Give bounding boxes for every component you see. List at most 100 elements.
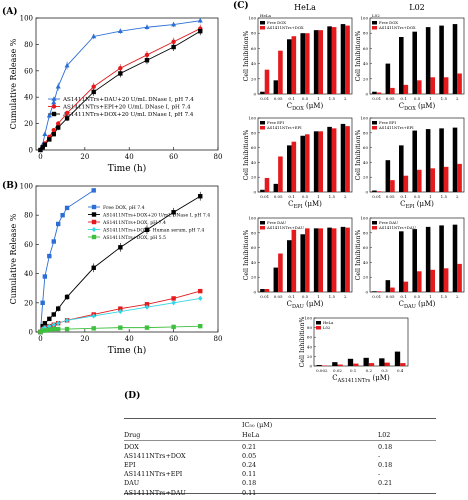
- x-tick-label: 0: [38, 153, 42, 161]
- bar: [273, 80, 279, 94]
- x-tick-label: 0.01: [372, 294, 381, 299]
- y-tick-label: 80: [307, 325, 313, 330]
- data-point: [198, 29, 203, 34]
- x-tick-label: 0.5: [302, 294, 309, 299]
- bar: [264, 69, 270, 94]
- data-point: [40, 328, 45, 333]
- x-axis-label: CDAU (μM): [399, 300, 436, 310]
- panel-label-c: (C): [233, 0, 249, 11]
- table-cell-l02: -: [378, 488, 381, 497]
- table-cell-l02: 0.18: [378, 442, 393, 451]
- y-tick-label: 40: [24, 94, 33, 102]
- legend-entry: AS1411NTrs+DOX, pH 7.4: [102, 220, 166, 226]
- x-tick-label: 2: [456, 294, 459, 299]
- x-tick-label: 1: [317, 96, 320, 101]
- x-tick-label: 0.01: [372, 194, 381, 199]
- data-point: [55, 306, 61, 311]
- table-cell-hela: 0.24: [242, 460, 257, 469]
- bar: [273, 267, 279, 292]
- x-tick-label: 0.5: [302, 96, 309, 101]
- legend-entry: AS1411NTrs+DOX+20 U/mL DNase I, pH 7.4: [102, 213, 210, 219]
- x-axis-label: CAS1411NTrs (μM): [332, 374, 390, 384]
- data-point: [144, 302, 150, 307]
- bar: [305, 228, 310, 292]
- data-point: [171, 296, 176, 301]
- data-point: [47, 137, 52, 142]
- y-tick-label: 100: [20, 183, 33, 191]
- x-tick-label: 1.5: [441, 194, 448, 199]
- data-point: [171, 300, 176, 306]
- y-axis-label: Cell Inhibition%: [355, 230, 362, 281]
- x-tick-label: 1.5: [441, 96, 448, 101]
- table-header-ic50: IC₅₀ (μM): [242, 421, 273, 429]
- bar: [457, 163, 462, 192]
- data-point: [118, 71, 123, 76]
- y-tick-label: 80: [251, 130, 257, 135]
- x-tick-label: 2: [456, 194, 459, 199]
- data-point: [91, 313, 96, 319]
- table-cell-drug: EPI: [124, 460, 136, 469]
- x-tick-label: 1.5: [329, 294, 336, 299]
- bar: [417, 169, 422, 192]
- table-cell-hela: 0.11: [242, 488, 257, 497]
- data-point: [198, 323, 203, 329]
- data-point: [118, 325, 123, 330]
- inset-title: HeLa: [260, 13, 272, 18]
- legend-entry: AS1411NTrs+DOX+ Human serum, pH 7.4: [102, 228, 204, 234]
- data-point: [91, 84, 96, 89]
- bar: [291, 36, 297, 94]
- x-axis-label: Time (h): [108, 163, 146, 174]
- legend-swatch: [260, 21, 265, 25]
- bar: [318, 131, 323, 192]
- y-tick-label: 100: [360, 216, 368, 221]
- bar: [278, 253, 283, 292]
- bar-chart-C6: 0 20 40 60 80 100 0.01 0.05 0.1 0.5 1 1.5 2 Free DAUA…: [355, 216, 465, 299]
- data-point: [51, 322, 56, 328]
- y-tick-label: 40: [363, 260, 369, 265]
- data-point: [46, 112, 52, 118]
- x-tick-label: 0.1: [288, 294, 294, 299]
- y-tick-label: 20: [363, 275, 369, 280]
- table-cell-drug: AS1411NTrs+EPI: [124, 470, 183, 479]
- data-point: [144, 58, 150, 63]
- table-cell-l02: -: [378, 451, 381, 460]
- legend-swatch: [316, 321, 321, 325]
- x-tick-label: 0.1: [288, 96, 294, 101]
- y-tick-label: 0: [29, 147, 33, 155]
- legend-entry: Free DOX, pH 7.4: [103, 205, 145, 211]
- bar: [347, 358, 354, 366]
- data-point: [91, 326, 96, 331]
- table-row: DAU 0.18 0.21: [124, 479, 436, 488]
- legend-marker: [91, 234, 97, 240]
- x-tick-label: 1.5: [329, 194, 336, 199]
- bar: [291, 141, 297, 192]
- legend-entry: Free EPI: [379, 120, 396, 125]
- data-point: [64, 110, 70, 116]
- bar: [439, 128, 444, 192]
- bar: [376, 291, 382, 292]
- x-tick-label: 0: [38, 335, 42, 343]
- legend-marker: [91, 219, 97, 225]
- table-cell-hela: 0.11: [242, 470, 257, 479]
- x-tick-label: 0.1: [350, 368, 356, 373]
- bar: [327, 26, 332, 94]
- legend-swatch: [372, 221, 377, 225]
- bar: [443, 166, 449, 192]
- y-axis-label: Cumulative Release %: [9, 213, 18, 304]
- x-tick-label: 80: [214, 153, 223, 161]
- data-point: [144, 227, 150, 232]
- y-tick-label: 80: [251, 31, 257, 36]
- table-rules: [124, 418, 436, 494]
- y-tick-label: 80: [363, 230, 369, 235]
- x-tick-label: 0.05: [386, 96, 395, 101]
- table-header-l02: L02: [378, 431, 391, 439]
- x-tick-label: 0.1: [400, 96, 406, 101]
- x-tick-label: 0.01: [260, 96, 269, 101]
- bar: [457, 263, 462, 292]
- data-point: [144, 325, 150, 330]
- ic50-table: IC₅₀ (μM) Drug HeLa L02 DOX 0.21 0.18 AS…: [124, 418, 436, 497]
- legend-marker: [91, 212, 97, 217]
- data-point: [42, 142, 48, 147]
- data-point: [51, 131, 56, 137]
- data-point: [64, 317, 70, 323]
